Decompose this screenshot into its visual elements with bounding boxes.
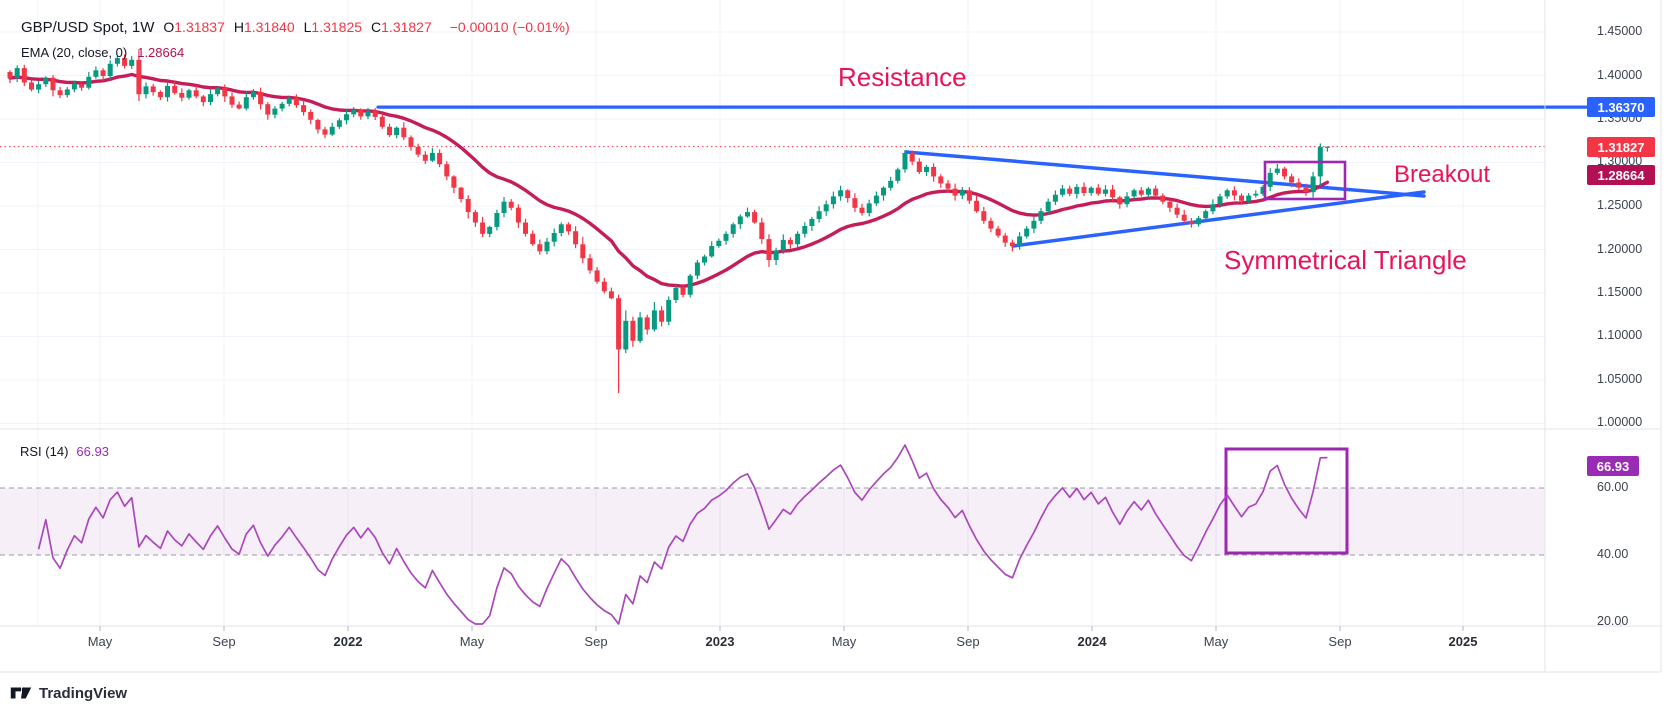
ohlc-item-c: C1.31827 bbox=[371, 19, 432, 35]
time-tick-label: Sep bbox=[956, 634, 980, 649]
change-value: −0.00010 (−0.01%) bbox=[449, 19, 570, 35]
rsi-legend[interactable]: RSI (14) 66.93 bbox=[20, 444, 109, 459]
time-tick-label: 2024 bbox=[1077, 634, 1107, 649]
rsi-value: 66.93 bbox=[76, 444, 109, 459]
symmetrical-triangle-annotation[interactable]: Symmetrical Triangle bbox=[1224, 245, 1467, 275]
time-tick-label: 2025 bbox=[1448, 634, 1478, 649]
resistance-badge: 1.36370 bbox=[1587, 97, 1655, 117]
time-tick-label: Sep bbox=[584, 634, 608, 649]
time-tick-label: 2022 bbox=[333, 634, 363, 649]
breakout-annotation[interactable]: Breakout bbox=[1394, 161, 1491, 188]
price-tick-label: 1.15000 bbox=[1597, 285, 1643, 299]
symbol-legend[interactable]: GBP/USD Spot, 1W O1.31837 H1.31840 L1.3182… bbox=[21, 19, 570, 36]
price-tick-label: 1.00000 bbox=[1597, 415, 1643, 429]
rsi-label: RSI (14) bbox=[20, 444, 69, 459]
ema-badge: 1.28664 bbox=[1587, 165, 1655, 185]
price-tick-label: 1.40000 bbox=[1597, 68, 1643, 82]
symbol-title: GBP/USD Spot, 1W bbox=[21, 19, 155, 36]
time-axis[interactable]: May Sep 2022 May Sep 2023 May Sep 2024 May Sep 2025 bbox=[0, 626, 1545, 672]
price-tick-label: 1.05000 bbox=[1597, 372, 1643, 386]
price-axis[interactable]: 1.45000 1.40000 1.35000 1.30000 1.25000 1.200… bbox=[1545, 0, 1663, 672]
price-tick-label: 1.25000 bbox=[1597, 198, 1643, 212]
rsi-tick-label: 60.00 bbox=[1597, 480, 1629, 494]
price-tick-label: 1.10000 bbox=[1597, 328, 1643, 342]
time-tick-label: May bbox=[1203, 634, 1229, 649]
price-tick-label: 1.30000 bbox=[1597, 154, 1643, 168]
ema-legend[interactable]: EMA (20, close, 0) 1.28664 bbox=[21, 45, 184, 60]
rsi-badge: 66.93 bbox=[1587, 456, 1639, 476]
tradingview-logo[interactable]: TradingView bbox=[10, 682, 127, 704]
rsi-tick-label: 20.00 bbox=[1597, 614, 1629, 628]
ema-label: EMA (20, close, 0) bbox=[21, 45, 128, 60]
time-tick-label: May bbox=[459, 634, 485, 649]
rsi-tick-label: 40.00 bbox=[1597, 547, 1629, 561]
resistance-annotation[interactable]: Resistance bbox=[838, 62, 967, 92]
last-price-badge: 1.31827 bbox=[1587, 137, 1655, 157]
time-tick-label: May bbox=[87, 634, 113, 649]
time-tick-label: 2023 bbox=[705, 634, 735, 649]
time-tick-label: May bbox=[831, 634, 857, 649]
ohlc-item-h: H1.31840 bbox=[233, 19, 295, 35]
price-tick-label: 1.20000 bbox=[1597, 242, 1643, 256]
price-tick-label: 1.45000 bbox=[1597, 24, 1643, 38]
time-tick-label: Sep bbox=[1328, 634, 1352, 649]
ohlc-item-o: O1.31837 bbox=[163, 19, 225, 35]
tradingview-icon bbox=[10, 687, 32, 699]
time-tick-label: Sep bbox=[212, 634, 236, 649]
ema-value: 1.28664 bbox=[137, 45, 185, 60]
tradingview-logo-text: TradingView bbox=[39, 684, 128, 702]
ohlc-values: O1.31837 H1.31840 L1.31825 C1.31827 bbox=[163, 19, 440, 35]
ohlc-item-l: L1.31825 bbox=[303, 19, 363, 35]
